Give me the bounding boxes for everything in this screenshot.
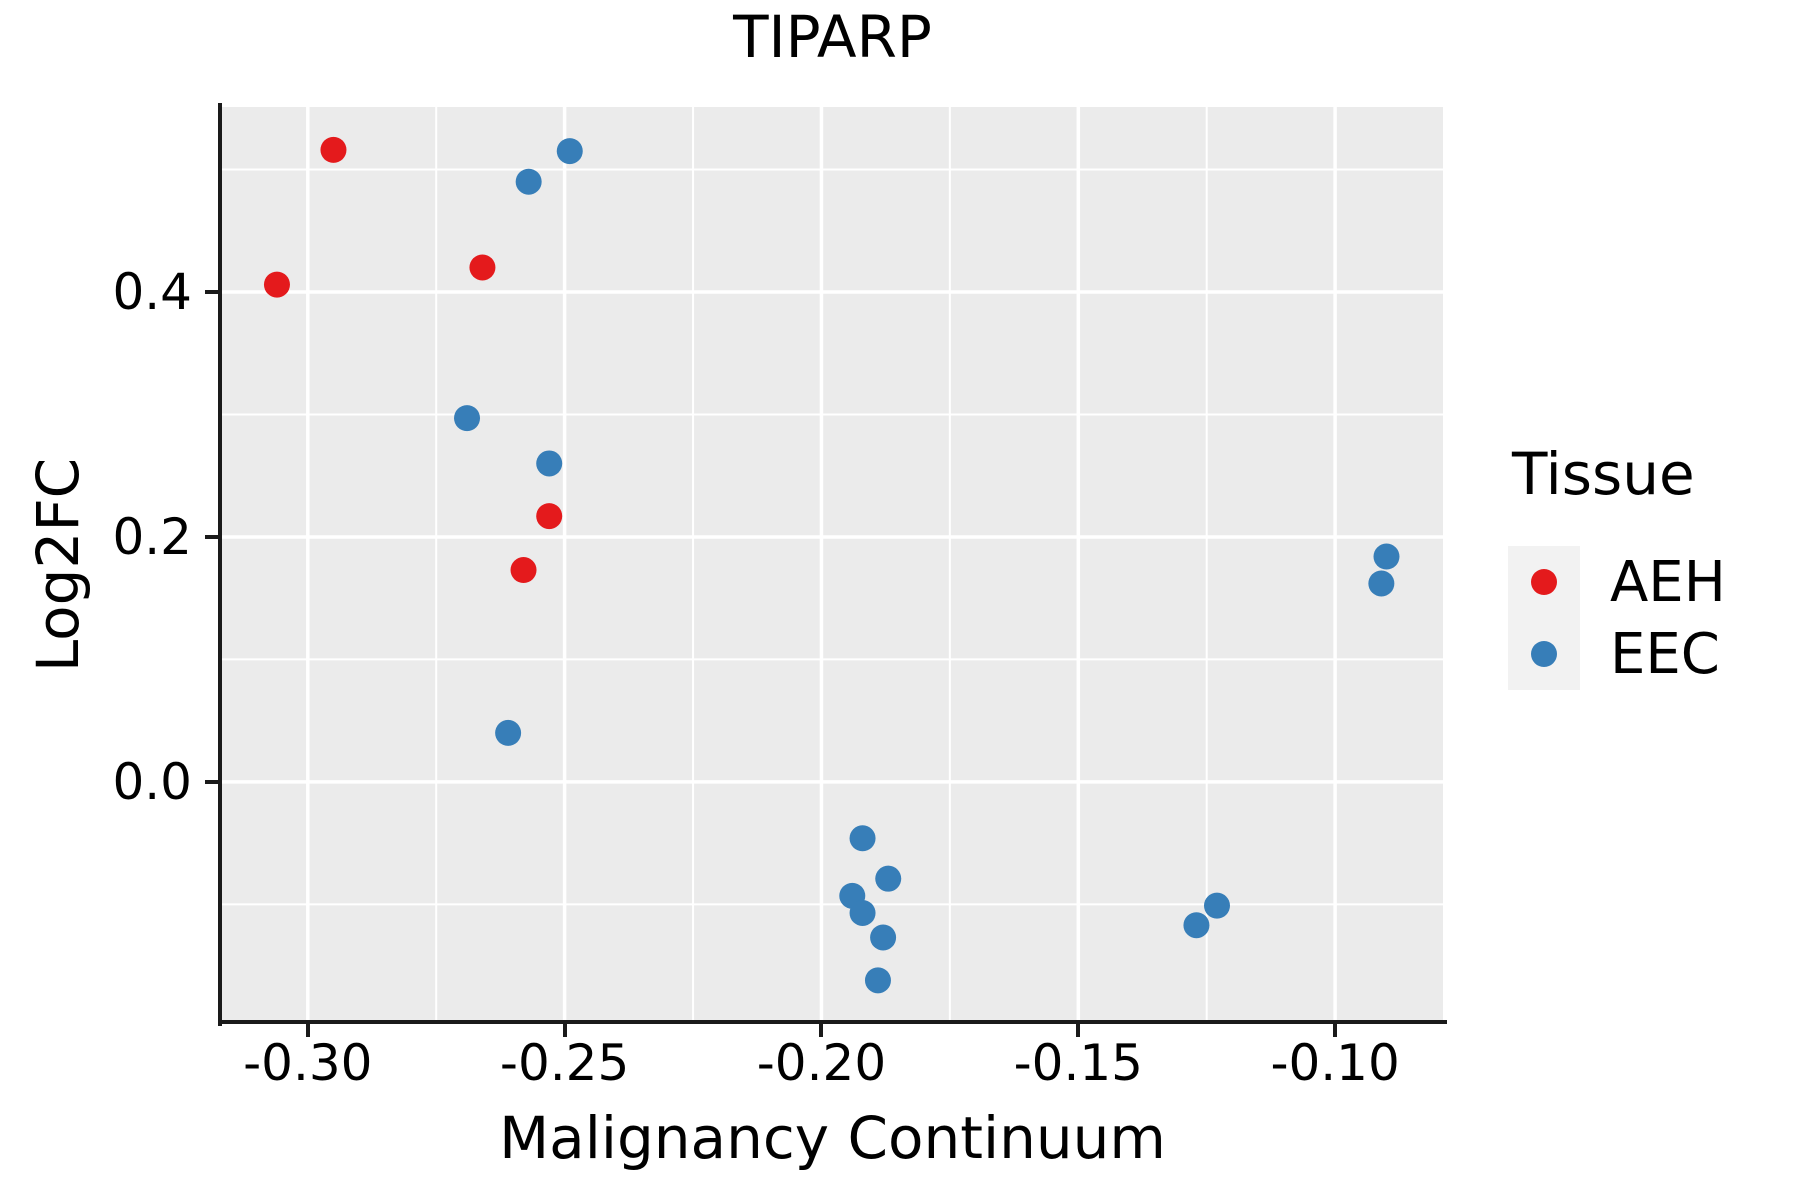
data-point-eec xyxy=(849,825,876,852)
x-tick-label: -0.30 xyxy=(243,1034,373,1092)
data-point-aeh xyxy=(469,254,496,281)
y-tick-mark xyxy=(205,289,218,294)
x-tick-label: -0.15 xyxy=(1013,1034,1143,1092)
y-tick-label: 0.0 xyxy=(112,752,192,811)
legend: Tissue AEH EEC xyxy=(1508,440,1726,690)
legend-dot-icon xyxy=(1531,569,1557,595)
y-tick-mark xyxy=(205,779,218,784)
data-point-eec xyxy=(875,865,902,892)
data-point-eec xyxy=(864,967,891,994)
legend-item-eec: EEC xyxy=(1508,618,1726,690)
legend-item-label: AEH xyxy=(1610,549,1726,615)
x-tick-label: -0.20 xyxy=(756,1034,887,1092)
data-point-eec xyxy=(870,924,897,951)
data-point-aeh xyxy=(263,271,290,298)
data-point-eec xyxy=(515,168,542,195)
y-axis-line xyxy=(218,103,222,1026)
x-axis-line xyxy=(218,1020,1447,1024)
legend-title: Tissue xyxy=(1512,440,1695,508)
data-point-eec xyxy=(454,405,481,432)
data-point-eec xyxy=(1203,892,1230,919)
data-point-eec xyxy=(1368,570,1395,597)
x-tick-mark xyxy=(562,1024,567,1037)
legend-dot-icon xyxy=(1531,641,1557,667)
x-tick-label: -0.25 xyxy=(499,1034,630,1092)
y-tick-label: 0.4 xyxy=(112,262,192,321)
data-point-eec xyxy=(849,899,876,926)
data-point-eec xyxy=(536,450,563,477)
y-tick-mark xyxy=(205,534,218,539)
data-point-aeh xyxy=(510,557,537,584)
data-point-aeh xyxy=(320,136,347,163)
data-point-eec xyxy=(1183,912,1210,939)
plot-area xyxy=(222,107,1443,1022)
x-axis-title: Malignancy Continuum xyxy=(499,1104,1166,1172)
x-tick-label: -0.10 xyxy=(1270,1034,1400,1092)
plot-panel xyxy=(222,107,1443,1022)
legend-key xyxy=(1508,546,1580,618)
chart-title: TIPARP xyxy=(733,3,932,71)
y-axis-title: Log2FC xyxy=(24,457,92,673)
legend-item-aeh: AEH xyxy=(1508,546,1726,618)
data-point-eec xyxy=(1373,543,1400,570)
data-point-aeh xyxy=(536,503,563,530)
data-point-eec xyxy=(556,138,583,165)
x-tick-mark xyxy=(1076,1024,1081,1037)
x-tick-mark xyxy=(305,1024,310,1037)
y-tick-label: 0.2 xyxy=(112,507,192,566)
legend-items: AEH EEC xyxy=(1508,546,1726,690)
legend-item-label: EEC xyxy=(1610,621,1720,687)
x-tick-mark xyxy=(1333,1024,1338,1037)
x-tick-mark xyxy=(819,1024,824,1037)
legend-key xyxy=(1508,618,1580,690)
data-point-eec xyxy=(495,719,522,746)
